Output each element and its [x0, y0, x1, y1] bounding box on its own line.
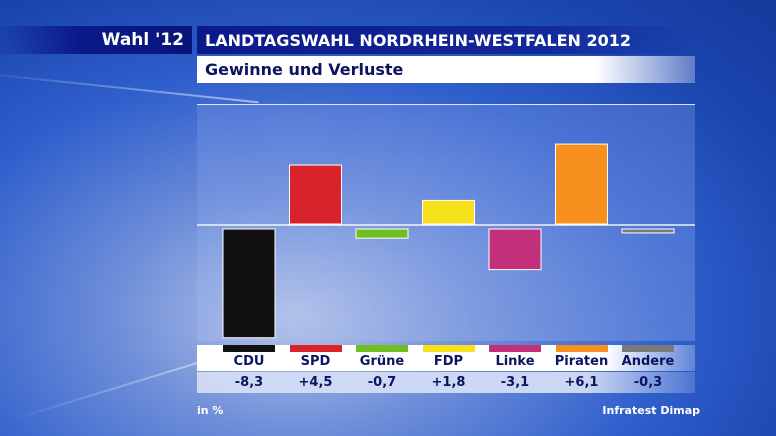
value-label-linke: -3,1	[500, 375, 530, 390]
party-color-swatch	[489, 345, 541, 352]
party-label-spd: SPD	[282, 345, 350, 369]
title-banner: LANDTAGSWAHL NORDRHEIN-WESTFALEN 2012	[197, 26, 695, 54]
chart-panel	[197, 104, 695, 341]
party-name: SPD	[300, 354, 331, 369]
party-label-grüne: Grüne	[348, 345, 416, 369]
bar-cdu	[222, 228, 276, 339]
party-color-swatch	[356, 345, 408, 352]
party-color-swatch	[622, 345, 674, 352]
value-label-spd: +4,5	[298, 375, 333, 390]
party-name: Linke	[495, 354, 535, 369]
party-label-row: CDU SPD Grüne FDP Linke Piraten Andere	[197, 345, 695, 371]
party-value-row: -8,3 +4,5 -0,7 +1,8 -3,1 +6,1 -0,3	[197, 372, 695, 393]
bar-spd	[289, 164, 342, 225]
chart-subtitle: Gewinne und Verluste	[205, 60, 404, 79]
value-label-andere: -0,3	[633, 375, 663, 390]
party-name: Andere	[621, 354, 675, 369]
party-name: CDU	[233, 354, 265, 369]
chart-title: LANDTAGSWAHL NORDRHEIN-WESTFALEN 2012	[205, 31, 632, 50]
party-color-swatch	[422, 345, 475, 352]
bar-fdp	[422, 199, 475, 225]
party-label-cdu: CDU	[215, 345, 283, 369]
subtitle-banner: Gewinne und Verluste	[197, 56, 695, 83]
party-name: Grüne	[359, 354, 405, 369]
election-badge-label: Wahl '12	[101, 30, 184, 50]
party-name: Piraten	[554, 354, 609, 369]
value-label-fdp: +1,8	[431, 375, 466, 390]
bar-piraten	[555, 143, 608, 225]
party-label-fdp: FDP	[415, 345, 483, 369]
party-label-piraten: Piraten	[548, 345, 616, 369]
party-label-andere: Andere	[614, 345, 682, 369]
bar-grüne	[355, 228, 409, 239]
value-label-piraten: +6,1	[564, 375, 599, 390]
source-note: Infratest Dimap	[602, 404, 700, 417]
party-label-linke: Linke	[481, 345, 549, 369]
party-color-swatch	[223, 345, 275, 352]
election-badge: Wahl '12	[0, 26, 192, 54]
party-color-swatch	[289, 345, 342, 352]
bar-andere	[621, 228, 675, 234]
value-label-grüne: -0,7	[367, 375, 397, 390]
value-label-cdu: -8,3	[234, 375, 264, 390]
bar-chart	[197, 143, 695, 339]
party-name: FDP	[433, 354, 464, 369]
bar-linke	[488, 228, 542, 271]
unit-note: in %	[197, 404, 224, 417]
party-color-swatch	[555, 345, 608, 352]
